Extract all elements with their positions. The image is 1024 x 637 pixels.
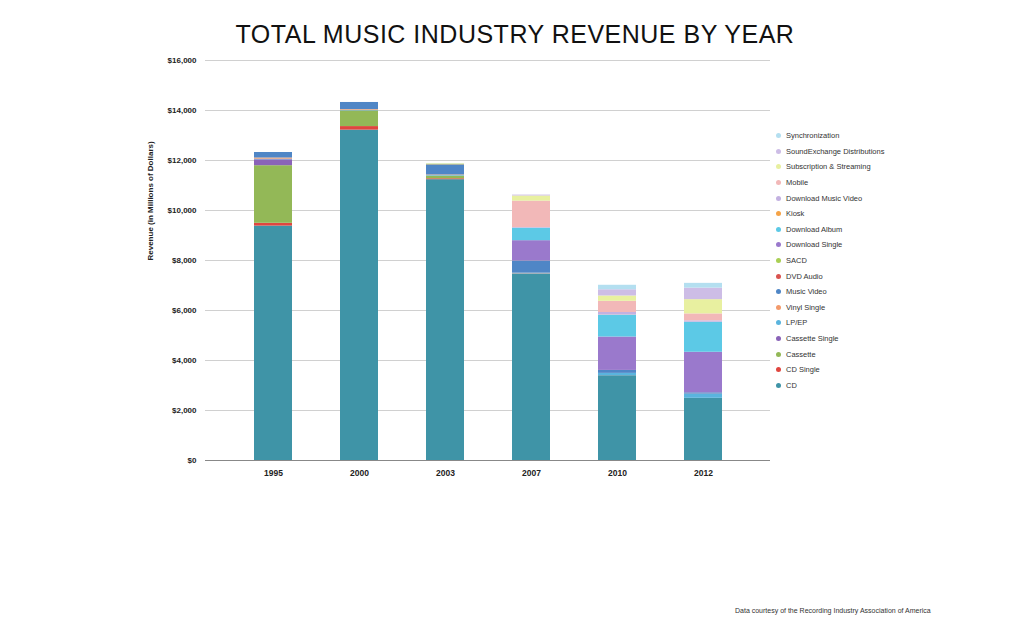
html-text:Data courtesy of the Recording: Data courtesy of the Recording Industry …: [735, 607, 931, 614]
svg-text:2012: 2012: [694, 468, 713, 478]
html-text:Cassette: Cassette: [786, 349, 816, 359]
svg-text:$16,000: $16,000: [168, 56, 197, 65]
html-text:TOTAL MUSIC INDUSTRY REVENUE B: TOTAL MUSIC INDUSTRY REVENUE BY YEAR: [235, 20, 795, 48]
html-text:Cassette Single: Cassette Single: [786, 334, 839, 343]
svg-text:2000: 2000: [350, 468, 369, 478]
html-text:Mobile: Mobile: [786, 178, 809, 188]
html-text:Music Video: Music Video: [786, 287, 827, 297]
html-text:SoundExchange Distributions: SoundExchange Distributions: [786, 146, 885, 156]
svg-text:$14,000: $14,000: [168, 106, 197, 115]
svg-text:1995: 1995: [264, 468, 283, 478]
svg-text:2003: 2003: [436, 468, 455, 478]
svg-text:2010: 2010: [608, 468, 627, 478]
svg-text:$2,000: $2,000: [172, 406, 197, 415]
svg-text:$0: $0: [188, 456, 197, 465]
html-text:Download Music Video: Download Music Video: [786, 193, 863, 203]
html-text:Download Single: Download Single: [786, 240, 843, 250]
html-text:Synchronization: Synchronization: [786, 131, 840, 141]
html-text:CD: CD: [786, 380, 797, 390]
svg-text:$8,000: $8,000: [172, 256, 197, 265]
svg-text:$6,000: $6,000: [172, 306, 197, 315]
svg-text:$12,000: $12,000: [168, 156, 197, 165]
html-text:Download Album: Download Album: [786, 224, 843, 234]
svg-text:Revenue (in Millions of Dollar: Revenue (in Millions of Dollars): [146, 141, 155, 260]
svg-text:$10,000: $10,000: [168, 206, 197, 215]
svg-text:2007: 2007: [522, 468, 541, 478]
html-text:CD Single: CD Single: [786, 365, 820, 375]
html-text:SACD: SACD: [786, 256, 807, 265]
html-text:LP/EP: LP/EP: [786, 318, 808, 328]
svg-text:$4,000: $4,000: [172, 356, 197, 365]
html-text:Subscription & Streaming: Subscription & Streaming: [786, 162, 871, 172]
html-text:DVD Audio: DVD Audio: [786, 271, 823, 281]
html-text:Kiosk: Kiosk: [786, 209, 805, 219]
html-text:Vinyl Single: Vinyl Single: [786, 302, 826, 312]
